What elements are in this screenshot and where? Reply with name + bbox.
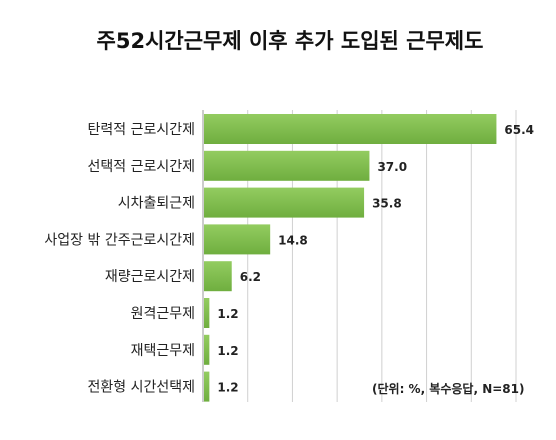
value-label: 1.2 xyxy=(217,344,238,358)
chart-title: 주52시간근무제 이후 추가 도입된 근무제도 xyxy=(97,29,484,53)
category-label: 시차출퇴근제 xyxy=(118,196,195,212)
bar xyxy=(204,114,497,144)
category-label: 탄력적 근로시간제 xyxy=(88,122,196,138)
category-label: 선택적 근로시간제 xyxy=(88,159,196,175)
bar xyxy=(204,150,370,181)
value-label: 65.4 xyxy=(504,123,534,137)
bar xyxy=(204,298,210,328)
labels: 탄력적 근로시간제 65.4 선택적 근로시간제 37.0 시차출퇴근제 35.8 사업장 … xyxy=(44,122,534,396)
bar xyxy=(204,224,271,255)
category-label: 재량근로시간제 xyxy=(105,269,195,285)
bar xyxy=(204,187,365,218)
value-label: 14.8 xyxy=(278,233,308,247)
unit-note: (단위: %, 복수응답, N=81) xyxy=(372,381,524,396)
value-label: 1.2 xyxy=(217,381,238,395)
category-label: 재택근무제 xyxy=(131,343,195,359)
category-label: 사업장 밖 간주근로시간제 xyxy=(44,232,195,248)
value-label: 35.8 xyxy=(372,197,402,211)
bars xyxy=(204,114,497,402)
bar xyxy=(204,334,210,365)
value-label: 6.2 xyxy=(240,270,261,284)
category-label: 원격근무제 xyxy=(131,306,195,322)
value-label: 1.2 xyxy=(217,307,238,321)
bar xyxy=(204,261,232,292)
category-label: 전환형 시간선택제 xyxy=(88,380,196,396)
bar xyxy=(204,371,210,402)
value-label: 37.0 xyxy=(377,160,407,174)
